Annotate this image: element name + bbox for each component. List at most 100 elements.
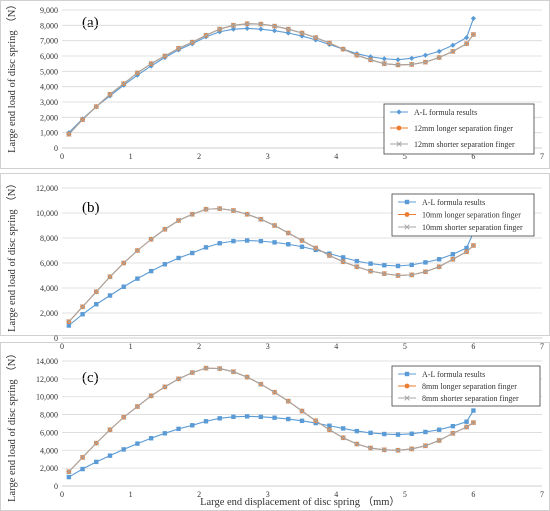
data-point bbox=[450, 42, 456, 48]
x-tick-label: 4 bbox=[334, 152, 338, 161]
legend-a: A-L formula results 12mm longer separatio… bbox=[383, 103, 535, 155]
data-point bbox=[367, 445, 374, 451]
data-point bbox=[66, 469, 72, 475]
data-point bbox=[135, 441, 140, 446]
data-point bbox=[286, 242, 291, 247]
data-point bbox=[299, 244, 305, 249]
data-point bbox=[272, 240, 277, 245]
data-point bbox=[217, 26, 223, 32]
x-tick-label: 3 bbox=[266, 342, 270, 351]
legend-b: A-L formula results 10mm longer separatio… bbox=[391, 193, 535, 237]
data-point bbox=[326, 40, 333, 46]
data-point bbox=[94, 302, 99, 307]
x-tick-label: 1 bbox=[129, 342, 133, 351]
data-point bbox=[395, 57, 401, 63]
data-point bbox=[450, 423, 456, 429]
data-point bbox=[423, 429, 428, 435]
legend-marker bbox=[404, 383, 410, 389]
data-point bbox=[203, 365, 209, 371]
legend-entry: A-L formula results bbox=[422, 370, 485, 379]
data-point bbox=[162, 226, 168, 232]
series-b-2 bbox=[66, 205, 477, 325]
panel-label-c: (c) bbox=[82, 370, 99, 386]
data-point bbox=[285, 230, 291, 236]
data-point bbox=[93, 440, 99, 446]
y-tick-label: 9,000 bbox=[40, 6, 58, 15]
series-a-2 bbox=[66, 21, 477, 137]
data-point bbox=[121, 414, 127, 420]
data-point bbox=[189, 39, 195, 45]
data-point bbox=[367, 268, 374, 274]
data-point bbox=[162, 431, 168, 436]
x-tick-label: 7 bbox=[540, 152, 544, 161]
data-point bbox=[79, 454, 86, 461]
x-tick-label: 2 bbox=[197, 152, 201, 161]
data-point bbox=[285, 30, 291, 36]
data-point bbox=[470, 31, 477, 38]
data-point bbox=[463, 249, 470, 255]
data-point bbox=[121, 284, 126, 289]
legend-entry: 8mm longer separation finger bbox=[422, 382, 517, 391]
panel-label-b: (b) bbox=[82, 200, 100, 216]
data-point bbox=[422, 269, 429, 275]
data-point bbox=[463, 41, 470, 47]
data-point bbox=[66, 319, 72, 325]
data-point bbox=[94, 459, 99, 465]
data-point bbox=[463, 35, 470, 41]
data-point bbox=[162, 384, 168, 390]
legend-entry: 12mm longer separation finger bbox=[414, 124, 513, 133]
data-point bbox=[258, 26, 264, 32]
y-tick-label: 14,000 bbox=[36, 357, 58, 366]
data-point bbox=[107, 91, 113, 97]
series-c-2 bbox=[66, 365, 477, 475]
data-point bbox=[299, 30, 305, 36]
data-point bbox=[381, 270, 387, 277]
data-point bbox=[471, 408, 476, 413]
data-point bbox=[436, 427, 442, 432]
data-point bbox=[175, 217, 182, 224]
data-point bbox=[189, 211, 195, 217]
x-tick-label: 6 bbox=[471, 342, 475, 351]
y-tick-label: 2,000 bbox=[40, 309, 58, 318]
x-tick-label: 3 bbox=[266, 152, 270, 161]
data-point bbox=[189, 369, 195, 376]
data-point bbox=[231, 238, 236, 244]
data-point bbox=[409, 431, 414, 436]
data-point bbox=[203, 419, 209, 424]
x-tick-label: 4 bbox=[334, 490, 338, 499]
data-point bbox=[203, 206, 209, 212]
x-tick-label: 7 bbox=[540, 342, 544, 351]
data-point bbox=[66, 474, 72, 480]
legend-entry: 10mm longer separation finger bbox=[422, 211, 521, 220]
data-point bbox=[395, 447, 401, 453]
data-point bbox=[175, 45, 182, 51]
data-point bbox=[340, 426, 346, 431]
x-tick-label: 0 bbox=[60, 490, 64, 499]
data-point bbox=[121, 80, 127, 87]
data-point bbox=[175, 376, 182, 382]
data-point bbox=[176, 255, 181, 261]
data-point bbox=[340, 255, 346, 260]
data-point bbox=[313, 34, 319, 41]
data-point bbox=[271, 389, 278, 395]
data-point bbox=[217, 241, 222, 246]
data-point bbox=[326, 252, 333, 259]
data-point bbox=[148, 268, 154, 274]
data-point bbox=[382, 431, 387, 437]
data-point bbox=[354, 441, 360, 447]
data-point bbox=[450, 430, 456, 436]
x-tick-label: 5 bbox=[403, 342, 407, 351]
data-point bbox=[176, 426, 181, 432]
legend-marker bbox=[404, 199, 410, 205]
data-point bbox=[203, 245, 209, 250]
y-tick-label: 1,000 bbox=[40, 129, 58, 138]
legend-entry: 12mm shorter separation finger bbox=[414, 140, 515, 149]
data-point bbox=[230, 369, 237, 375]
data-point bbox=[230, 22, 237, 28]
legend-marker bbox=[396, 109, 402, 115]
data-point bbox=[381, 61, 387, 67]
data-point bbox=[79, 116, 86, 123]
data-point bbox=[367, 57, 374, 63]
data-point bbox=[272, 415, 277, 420]
y-tick-label: 2,000 bbox=[40, 113, 58, 122]
